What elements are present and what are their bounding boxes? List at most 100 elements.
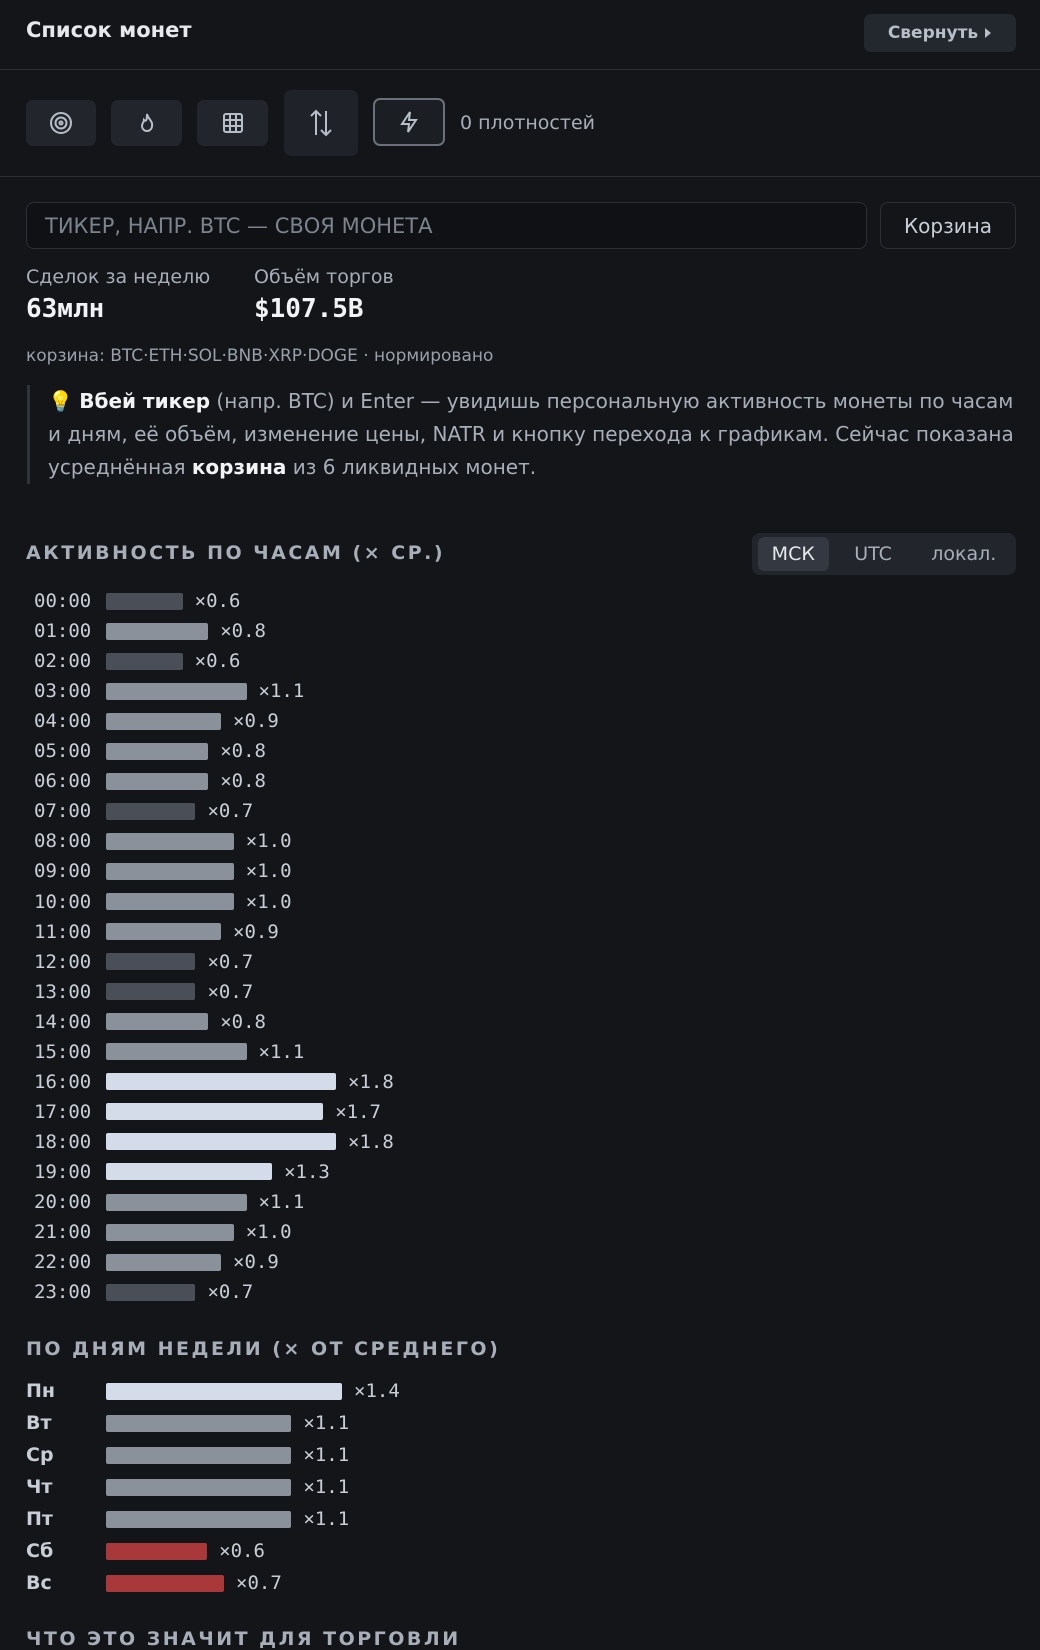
value-label: ×1.1	[303, 1508, 350, 1530]
value-label: ×0.8	[220, 770, 266, 793]
bar-row: 01:00 ×0.8	[34, 616, 266, 646]
bar-row: 05:00 ×0.8	[34, 736, 266, 766]
icon	[400, 111, 418, 133]
bar-row: 00:00 ×0.6	[34, 586, 240, 616]
bar-row: Чт ×1.1	[26, 1472, 349, 1502]
grid-button[interactable]	[197, 100, 268, 146]
row-label: Сб	[26, 1540, 54, 1562]
bar	[106, 1223, 234, 1241]
row-label: 11:00	[34, 920, 92, 943]
bar-row: 06:00 ×0.8	[34, 766, 266, 796]
timezone-option[interactable]: локал.	[931, 543, 997, 565]
sort-button[interactable]	[284, 90, 358, 156]
caret	[985, 28, 992, 38]
icon	[140, 113, 153, 132]
bar	[106, 1283, 196, 1301]
row-label: 10:00	[34, 890, 92, 913]
value-label: ×0.7	[207, 800, 254, 823]
collapse-button[interactable]: Свернуть	[864, 14, 1016, 52]
value-label: ×1.8	[348, 1070, 394, 1093]
row-label: 01:00	[34, 620, 92, 643]
density-count: 0 плотностей	[460, 112, 595, 134]
value-label: ×0.8	[220, 740, 266, 763]
bar-row: Пн ×1.4	[26, 1376, 400, 1406]
bar	[106, 1133, 336, 1151]
row-label: 17:00	[34, 1100, 92, 1123]
value-label: ×1.0	[245, 890, 292, 913]
bar	[106, 622, 209, 640]
hint-icon: 💡	[48, 389, 73, 413]
value-label: ×1.1	[258, 1040, 305, 1063]
row-label: 05:00	[34, 740, 92, 763]
bar-row: Вс ×0.7	[26, 1568, 282, 1598]
bar-row: 14:00 ×0.8	[34, 1007, 266, 1037]
value-label: ×1.0	[245, 860, 292, 883]
timezone-toggle: МСК UTC локал.	[752, 533, 1016, 575]
value-label: ×0.9	[233, 920, 279, 943]
row-label: 23:00	[34, 1281, 92, 1304]
bar-row: 08:00 ×1.0	[34, 826, 292, 856]
bar	[106, 712, 221, 730]
bar	[106, 893, 234, 910]
bar	[106, 1013, 209, 1031]
basket-button[interactable]: Корзина	[880, 202, 1016, 249]
row-label: Пн	[26, 1380, 56, 1402]
value-label: ×1.1	[303, 1412, 350, 1434]
value-label: ×0.9	[233, 710, 279, 733]
value-label: ×1.7	[335, 1100, 381, 1123]
bar	[106, 1382, 342, 1400]
bar	[106, 953, 196, 971]
value-label: ×0.8	[220, 620, 266, 643]
row-label: 00:00	[34, 590, 92, 612]
bar	[106, 1163, 273, 1181]
value-label: ×1.1	[258, 680, 305, 703]
row-label: 12:00	[34, 950, 92, 973]
value-label: ×1.1	[258, 1191, 305, 1213]
row-label: Пт	[26, 1508, 53, 1530]
bar	[106, 1414, 292, 1432]
hint-text: (напр. BTC) и Enter — увидишь персональн…	[48, 389, 1014, 479]
bar	[106, 1043, 247, 1061]
row-label: 16:00	[34, 1070, 92, 1093]
row-label: 06:00	[34, 770, 92, 793]
section-title: АКТИВНОСТЬ ПО ЧАСАМ (× СР.)	[26, 542, 446, 564]
bar	[106, 1574, 224, 1592]
bar	[106, 742, 209, 760]
collapse-label: Свернуть	[887, 23, 979, 43]
bar-row: 22:00 ×0.9	[34, 1247, 279, 1277]
bar-row: 23:00 ×0.7	[34, 1277, 253, 1307]
hint-text: из 6 ликвидных монет.	[286, 455, 537, 479]
timezone-option[interactable]: МСК	[757, 537, 829, 571]
row-label: Чт	[26, 1476, 53, 1498]
bar	[106, 772, 209, 790]
value-label: ×0.6	[219, 1540, 265, 1562]
bar-row: 11:00 ×0.9	[34, 917, 279, 947]
value-label: ×0.7	[236, 1572, 282, 1594]
value-label: ×0.7	[207, 980, 254, 1003]
target-button[interactable]	[26, 100, 96, 146]
lightning-button[interactable]	[373, 98, 445, 146]
bar	[106, 802, 196, 820]
row-label: 08:00	[34, 830, 92, 853]
bar	[106, 832, 234, 850]
bar-row: Ср ×1.1	[26, 1440, 349, 1470]
icon	[50, 112, 72, 134]
hint-text: Вбей тикер	[79, 389, 211, 413]
bar-row: 09:00 ×1.0	[34, 856, 292, 886]
row-label: Вт	[26, 1412, 52, 1434]
value-label: ×0.8	[220, 1010, 266, 1033]
row-label: 18:00	[34, 1130, 92, 1153]
bar-row: 12:00 ×0.7	[34, 947, 253, 977]
bar	[106, 923, 221, 941]
ticker-input[interactable]: ТИКЕР, НАПР. BTC — СВОЯ МОНЕТА	[26, 202, 867, 249]
fire-button[interactable]	[111, 100, 182, 146]
bar-row: 07:00 ×0.7	[34, 796, 253, 826]
bar	[106, 1073, 336, 1091]
row-label: 14:00	[34, 1010, 92, 1033]
timezone-option[interactable]: UTC	[854, 543, 892, 565]
value-label: ×0.9	[233, 1251, 279, 1274]
row-label: 07:00	[34, 800, 92, 823]
bar-row: Вт ×1.1	[26, 1408, 349, 1438]
